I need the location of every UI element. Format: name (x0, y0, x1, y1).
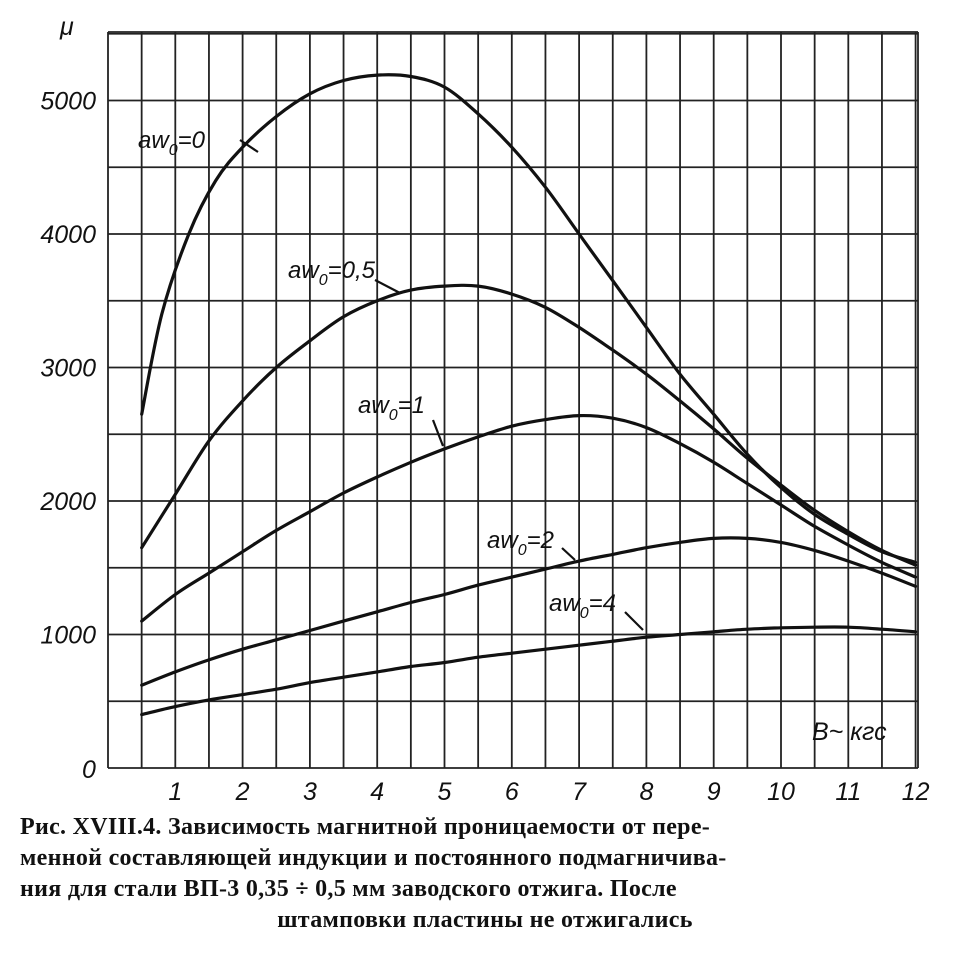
curve-label: aw0=2 (487, 527, 554, 559)
curve-label: aw0=1 (358, 392, 425, 424)
y-tick-label: 1000 (40, 622, 96, 650)
x-tick-label: 10 (767, 778, 795, 806)
curve-label: aw0=4 (549, 590, 616, 622)
y-tick-label: 5000 (40, 88, 96, 116)
x-tick-label: 2 (235, 778, 250, 806)
x-tick-label: 8 (639, 778, 653, 806)
chart-labels: 1 2 3 4 5 6 7 8 9 10 11 1210002000300040005000aw0=0… (39, 88, 929, 807)
curve-aw0-0 (140, 73, 918, 564)
label-leader-line (431, 419, 445, 447)
label-leader-line (624, 611, 644, 631)
curve-aw0-2 (140, 536, 918, 687)
x-tick-label: 12 (902, 778, 930, 806)
x-tick-label: 11 (835, 778, 861, 806)
x-tick-label: 3 (303, 778, 317, 806)
y-axis-label: μ (59, 13, 74, 41)
y-tick-label: 2000 (39, 488, 96, 516)
caption-line: Рис. XVIII.4. Зависимость магнитной прон… (20, 814, 711, 840)
x-axis-label: B~ кгс (812, 718, 887, 746)
caption-line: ния для стали ВП-3 0,35 ÷ 0,5 мм заводск… (20, 876, 677, 902)
curve-aw0-1 (140, 413, 918, 623)
origin-zero-label: 0 (82, 756, 96, 784)
label-leader-line (561, 547, 576, 561)
y-tick-label: 4000 (40, 221, 96, 249)
x-tick-label: 1 (168, 778, 182, 806)
curve-aw0-0-5 (140, 283, 918, 567)
curve-label: aw0=0 (138, 127, 206, 159)
figure-caption: Рис. XVIII.4. Зависимость магнитной прон… (20, 812, 950, 936)
chart-grid (107, 31, 919, 769)
x-tick-label: 7 (572, 778, 587, 806)
x-tick-label: 9 (707, 778, 721, 806)
caption-line: менной составляющей индукции и постоянно… (20, 845, 727, 871)
chart-curves (140, 73, 918, 717)
label-leader-line (239, 139, 259, 153)
curve-aw0-4 (140, 625, 918, 717)
x-tick-label: 6 (505, 778, 519, 806)
permeability-chart: 1 2 3 4 5 6 7 8 9 10 11 1210002000300040005000aw0=0… (39, 13, 929, 807)
curve-label: aw0=0,5 (288, 257, 376, 289)
label-leader-line (374, 279, 401, 294)
caption-line: штамповки пластины не отжигались (277, 907, 693, 933)
x-tick-label: 5 (438, 778, 452, 806)
y-tick-label: 3000 (40, 355, 96, 383)
x-tick-label: 4 (370, 778, 384, 806)
